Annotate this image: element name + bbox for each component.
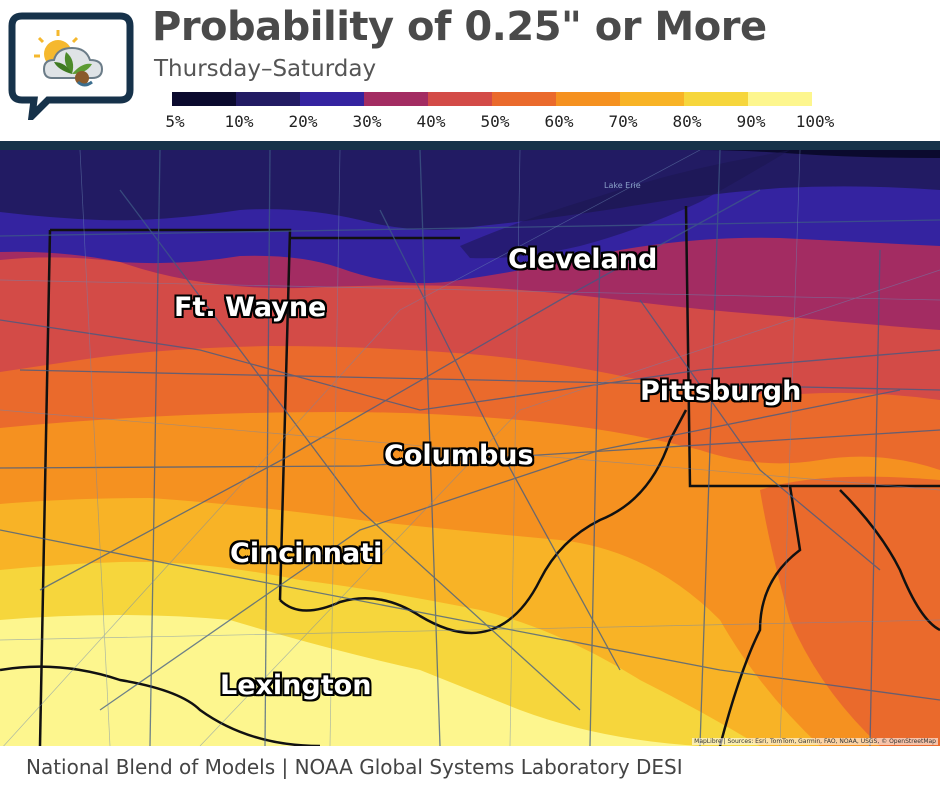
legend-color-bar <box>172 92 812 106</box>
city-label-pittsburgh: Pittsburgh <box>640 376 802 407</box>
page-title: Probability of 0.25" or More <box>152 4 767 50</box>
legend-swatch-5 <box>492 92 556 106</box>
map-attribution[interactable]: MapLibre | Sources: Esri, TomTom, Garmin… <box>692 738 938 745</box>
legend-labels: 5% 10% 20% 30% 40% 50% 60% 70% 80% 90% 100% <box>150 112 850 134</box>
legend-swatch-8 <box>684 92 748 106</box>
legend-swatch-4 <box>428 92 492 106</box>
minor-roads <box>0 150 940 746</box>
legend-label-2: 20% <box>288 112 318 131</box>
map-canvas: Lake Erie <box>0 150 940 746</box>
city-label-cleveland: Cleveland <box>508 244 658 275</box>
legend-label-4: 40% <box>416 112 446 131</box>
band-50-60-east <box>760 476 940 746</box>
probability-map[interactable]: Lake Erie Cleveland Ft. Wayne Pittsburgh… <box>0 150 940 746</box>
legend-label-6: 60% <box>544 112 574 131</box>
footer-source-text: National Blend of Models | NOAA Global S… <box>26 755 683 779</box>
legend-swatch-7 <box>620 92 684 106</box>
header-divider <box>0 141 940 150</box>
legend-label-9: 90% <box>736 112 766 131</box>
band-5-10 <box>0 150 940 158</box>
footer: National Blend of Models | NOAA Global S… <box>0 746 940 788</box>
legend-swatch-0 <box>172 92 236 106</box>
legend-label-3: 30% <box>352 112 382 131</box>
legend-swatch-3 <box>364 92 428 106</box>
city-label-ft-wayne: Ft. Wayne <box>174 292 327 323</box>
lake-erie-label: Lake Erie <box>604 181 641 190</box>
weather-cloud-sun-leaf-logo-icon <box>8 12 134 120</box>
legend-label-5: 50% <box>480 112 510 131</box>
city-label-columbus: Columbus <box>384 440 534 471</box>
legend-label-0: 5% <box>165 112 185 131</box>
city-label-lexington: Lexington <box>220 670 372 701</box>
road-network <box>0 150 940 746</box>
page-subtitle: Thursday–Saturday <box>154 56 377 82</box>
legend-label-8: 80% <box>672 112 702 131</box>
legend-label-1: 10% <box>224 112 254 131</box>
legend-swatch-2 <box>300 92 364 106</box>
lake-erie <box>460 150 790 259</box>
legend-label-7: 70% <box>608 112 638 131</box>
header: Probability of 0.25" or More Thursday–Sa… <box>0 0 940 143</box>
band-90-100-south <box>0 615 700 746</box>
state-borders <box>0 205 940 746</box>
legend-label-10: 100% <box>795 112 835 131</box>
legend-swatch-9 <box>748 92 812 106</box>
city-label-cincinnati: Cincinnati <box>230 538 383 569</box>
legend-swatch-6 <box>556 92 620 106</box>
legend-swatch-1 <box>236 92 300 106</box>
